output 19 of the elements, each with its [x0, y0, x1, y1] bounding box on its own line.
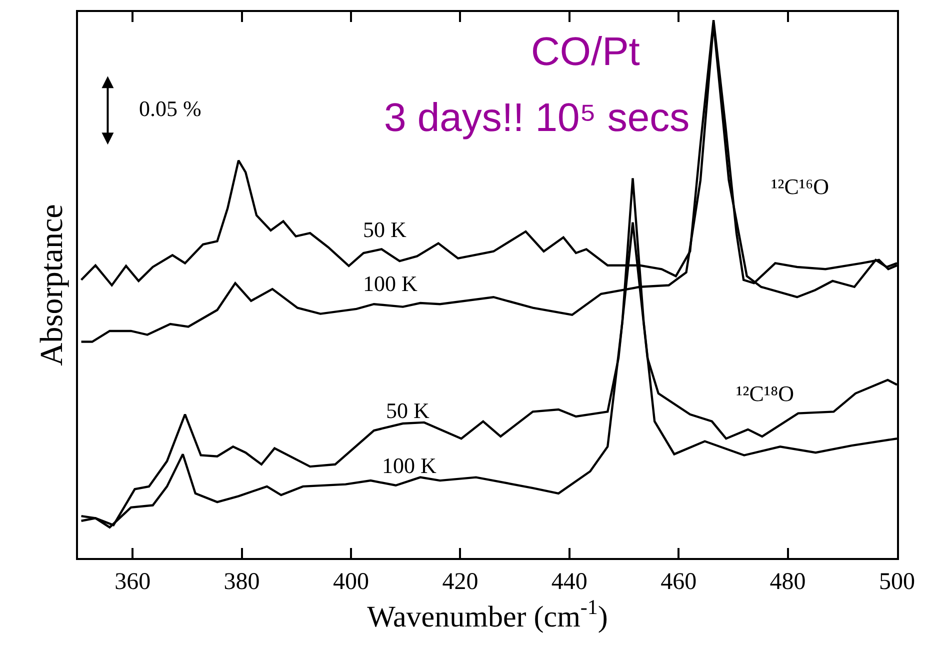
annotation: 100 K — [363, 271, 418, 296]
x-tick-label: 420 — [442, 568, 478, 595]
x-tick-label: 400 — [333, 568, 369, 595]
annotation: 100 K — [382, 453, 436, 478]
annotation: 50 K — [363, 217, 406, 242]
x-tick-label: 460 — [660, 568, 697, 595]
y-axis-title: Absorptance — [32, 204, 69, 366]
x-tick-label: 500 — [879, 568, 915, 595]
annotation: ¹²C¹⁸O — [736, 381, 794, 406]
x-tick-label: 480 — [770, 568, 806, 595]
x-axis-title: Wavenumber (cm$^{-1}$) — [367, 594, 608, 634]
x-tick-label: 360 — [114, 568, 151, 595]
chart-title: CO/Pt — [531, 30, 640, 74]
x-tick-label: 440 — [551, 568, 588, 595]
x-tick-label: 380 — [224, 568, 260, 595]
text: 3 days!! 10⁵ secs — [384, 96, 690, 140]
annotation: 0.05 % — [139, 96, 202, 121]
annotation: 50 K — [386, 398, 430, 423]
annotation: ¹²C¹⁶O — [771, 174, 830, 199]
